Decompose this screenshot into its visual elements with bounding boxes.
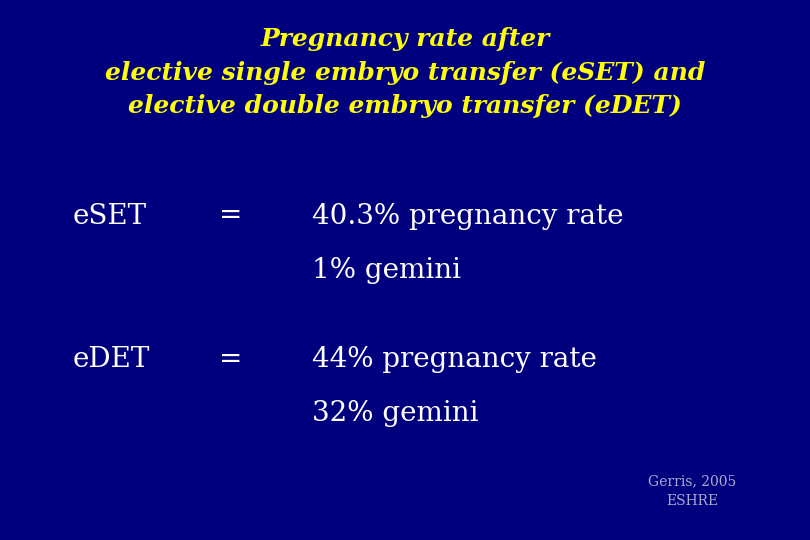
Text: =: = [220, 202, 242, 230]
Text: Pregnancy rate after
elective single embryo transfer (eSET) and
elective double : Pregnancy rate after elective single emb… [104, 28, 706, 118]
Text: eSET: eSET [73, 202, 147, 230]
Text: 32% gemini: 32% gemini [312, 400, 479, 427]
Text: 44% pregnancy rate: 44% pregnancy rate [312, 346, 597, 373]
Text: Gerris, 2005
ESHRE: Gerris, 2005 ESHRE [649, 475, 736, 508]
Text: =: = [220, 346, 242, 373]
Text: 40.3% pregnancy rate: 40.3% pregnancy rate [312, 202, 624, 230]
Text: eDET: eDET [73, 346, 151, 373]
Text: 1% gemini: 1% gemini [312, 256, 461, 284]
